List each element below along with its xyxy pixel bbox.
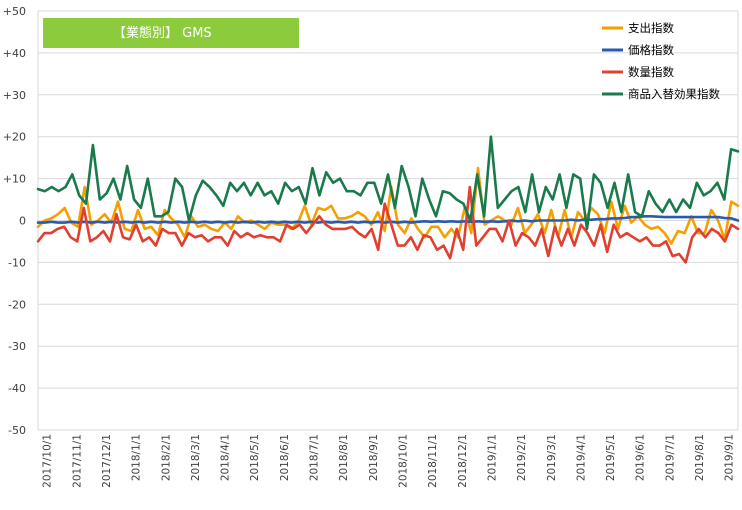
x-tick-label: 2018/7/1 [309, 434, 321, 481]
x-axis-ticks: 2017/10/1 2017/11/1 2017/12/1 2018/1/1 2018/… [42, 434, 736, 488]
legend-item: 商品入替効果指数 [602, 87, 720, 101]
x-tick-label: 2019/1/1 [486, 434, 498, 481]
x-tick-label: 2018/3/1 [190, 434, 202, 481]
x-tick-label: 2018/12/1 [457, 434, 469, 488]
x-tick-label: 2017/12/1 [101, 434, 113, 488]
chart-title-background [43, 18, 299, 48]
y-tick-label: +20 [3, 131, 26, 144]
y-tick-label: 0 [19, 215, 26, 228]
x-tick-label: 2019/7/1 [664, 434, 676, 481]
y-tick-label: -10 [8, 256, 26, 269]
legend-label: 数量指数 [628, 65, 674, 79]
x-tick-label: 2018/6/1 [279, 434, 291, 481]
y-axis-ticks: +50 +40 +30 +20 +10 0 -10 -20 -30 -40 -50 [3, 5, 26, 437]
x-tick-label: 2017/11/1 [71, 434, 83, 488]
y-tick-label: +30 [3, 89, 26, 102]
chart-title-box: 【業態別】 GMS [43, 18, 299, 48]
grid-lines [37, 10, 739, 431]
x-tick-label: 2017/10/1 [42, 434, 54, 488]
x-tick-label: 2019/4/1 [575, 434, 587, 481]
x-tick-label: 2018/11/1 [427, 434, 439, 488]
x-tick-label: 2019/6/1 [635, 434, 647, 481]
x-tick-label: 2018/1/1 [131, 434, 143, 481]
x-tick-label: 2018/5/1 [249, 434, 261, 481]
x-tick-label: 2019/5/1 [605, 434, 617, 481]
y-tick-label: +50 [3, 5, 26, 18]
legend-label: 商品入替効果指数 [628, 87, 720, 101]
x-tick-label: 2019/9/1 [724, 434, 736, 481]
x-tick-label: 2019/3/1 [546, 434, 558, 481]
series-line-3 [36, 135, 740, 231]
x-tick-label: 2018/9/1 [368, 434, 380, 481]
y-tick-label: -50 [8, 424, 26, 437]
y-tick-label: +10 [3, 173, 26, 186]
series-line-1 [36, 215, 740, 224]
y-tick-label: +40 [3, 47, 26, 60]
x-tick-label: 2018/4/1 [220, 434, 232, 481]
legend-item: 支出指数 [602, 21, 674, 35]
series-line-2 [36, 185, 740, 264]
y-tick-label: -40 [8, 382, 26, 395]
legend-label: 価格指数 [628, 43, 674, 57]
x-tick-label: 2018/10/1 [398, 434, 410, 488]
y-tick-label: -20 [8, 298, 26, 311]
chart-title: 【業態別】 GMS [113, 25, 212, 41]
x-tick-label: 2018/8/1 [338, 434, 350, 481]
series-lines [36, 135, 740, 264]
x-tick-label: 2019/8/1 [694, 434, 706, 481]
x-tick-label: 2019/2/1 [516, 434, 528, 481]
y-tick-label: -30 [8, 340, 26, 353]
legend-label: 支出指数 [628, 21, 674, 35]
legend-item: 価格指数 [602, 43, 674, 57]
x-tick-label: 2018/2/1 [160, 434, 172, 481]
legend-item: 数量指数 [602, 65, 674, 79]
